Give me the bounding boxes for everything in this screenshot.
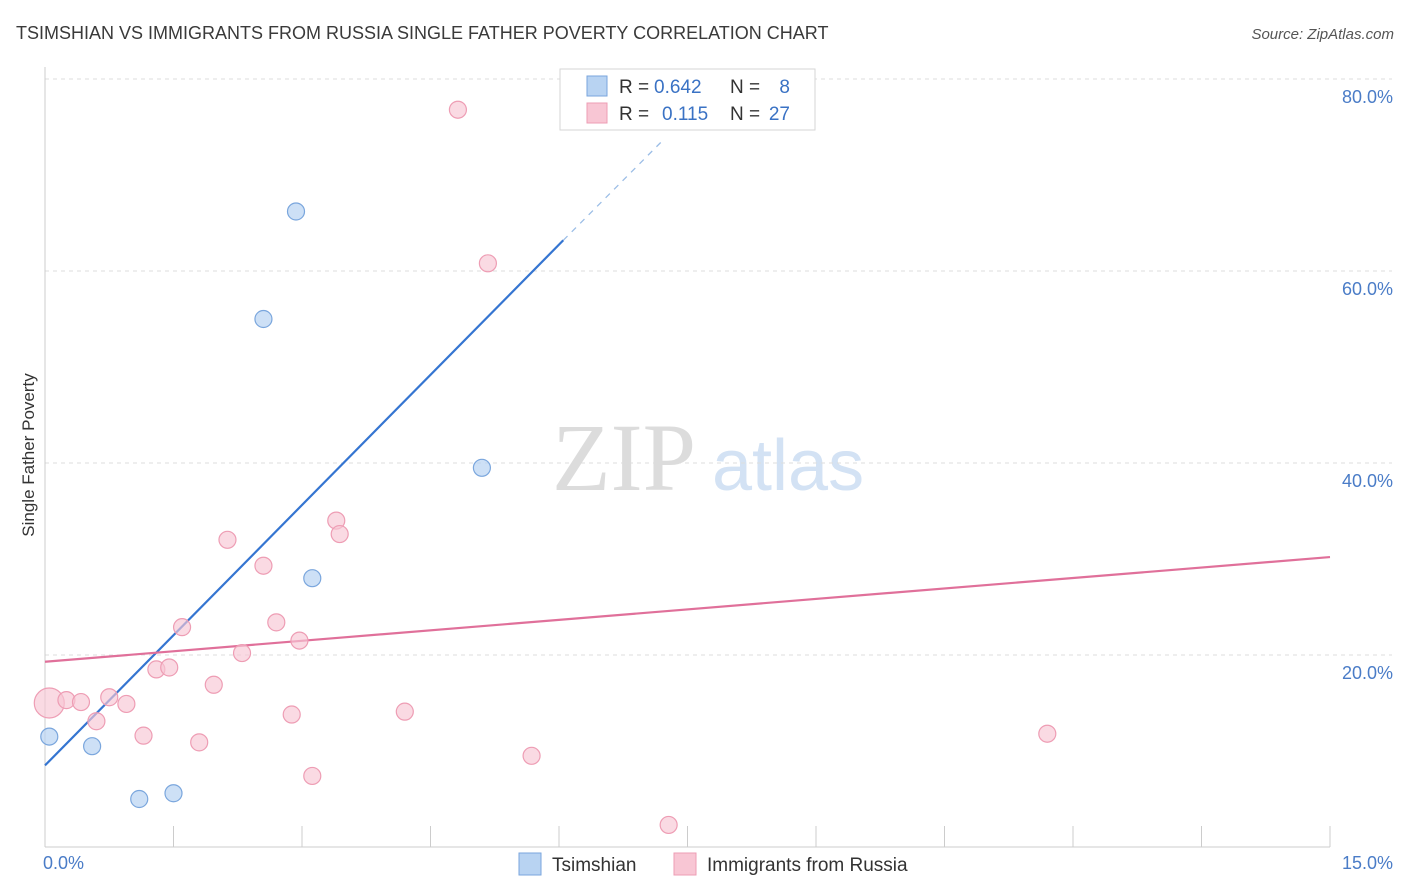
y-tick-label-2: 60.0% (1342, 279, 1393, 299)
legend-swatch-russia (586, 102, 608, 124)
bottom-legend: Tsimshian Immigrants from Russia (518, 852, 908, 876)
point-tsimshian-5 (286, 202, 306, 221)
data-points (33, 100, 1057, 835)
point-russia-14 (254, 556, 273, 575)
legend-n-label-2: N = (730, 104, 760, 125)
point-russia-20 (330, 524, 349, 544)
trend-line-russia (44, 555, 1331, 663)
bottom-legend-label-tsimshian: Tsimshian (552, 855, 636, 876)
legend-n-label-1: N = (730, 77, 760, 98)
point-russia-22 (448, 100, 468, 119)
chart-source: Source: ZipAtlas.com (1251, 26, 1394, 43)
point-russia-16 (282, 705, 301, 724)
point-russia-15 (267, 613, 286, 632)
point-russia-12 (218, 530, 237, 549)
trend-line-tsimshian (44, 239, 565, 767)
gridlines: 20.0% 40.0% 60.0% 80.0% (45, 78, 1393, 683)
trend-lines (44, 140, 1331, 767)
bottom-legend-label-russia: Immigrants from Russia (707, 855, 908, 876)
point-tsimshian-1 (83, 737, 102, 756)
point-russia-6 (134, 726, 153, 745)
point-russia-17 (290, 631, 309, 650)
point-russia-3 (87, 712, 106, 731)
y-axis-label: Single Father Poverty (19, 373, 38, 537)
point-tsimshian-3 (164, 784, 183, 803)
x-tick-label-1: 15.0% (1342, 853, 1393, 873)
point-russia-26 (1038, 724, 1057, 743)
chart-title: TSIMSHIAN VS IMMIGRANTS FROM RUSSIA SING… (16, 23, 828, 43)
legend-r-value-1: 0.642 (654, 77, 702, 98)
point-russia-24 (522, 746, 541, 765)
point-russia-13 (232, 643, 252, 663)
point-russia-10 (190, 733, 209, 752)
point-russia-23 (478, 254, 497, 273)
point-tsimshian-2 (130, 789, 149, 809)
point-russia-25 (659, 815, 678, 835)
x-tick-label-0: 0.0% (43, 853, 84, 873)
axes: 0.0% 15.0% (43, 67, 1393, 873)
point-tsimshian-7 (472, 458, 491, 477)
point-russia-2 (71, 692, 91, 712)
y-tick-label-1: 40.0% (1342, 471, 1393, 491)
legend-n-value-2: 27 (769, 104, 790, 125)
legend-n-value-1: 8 (779, 77, 790, 98)
y-tick-label-3: 80.0% (1342, 87, 1393, 107)
watermark-zip: ZIP (552, 404, 696, 511)
point-russia-18 (303, 766, 322, 786)
point-russia-11 (204, 675, 223, 694)
legend-r-value-2: 0.115 (662, 104, 708, 125)
bottom-legend-swatch-tsimshian (518, 852, 542, 876)
point-russia-5 (117, 694, 136, 714)
point-russia-4 (100, 688, 119, 707)
point-tsimshian-6 (303, 569, 322, 588)
watermark-atlas: atlas (712, 426, 864, 506)
watermark: ZIP atlas (552, 404, 864, 511)
y-tick-label-0: 20.0% (1342, 663, 1393, 683)
point-tsimshian-4 (254, 309, 273, 329)
legend-box: R = 0.642 N = 8 R = 0.115 N = 27 (559, 68, 816, 131)
legend-r-label-2: R = (619, 104, 649, 125)
point-russia-8 (160, 658, 179, 677)
trend-line-tsimshian-extension (562, 140, 663, 241)
point-russia-9 (172, 618, 192, 637)
legend-swatch-tsimshian (586, 75, 608, 97)
point-tsimshian-0 (40, 727, 59, 746)
legend-r-label-1: R = (619, 77, 649, 98)
point-russia-21 (395, 702, 414, 721)
bottom-legend-swatch-russia (673, 852, 697, 876)
